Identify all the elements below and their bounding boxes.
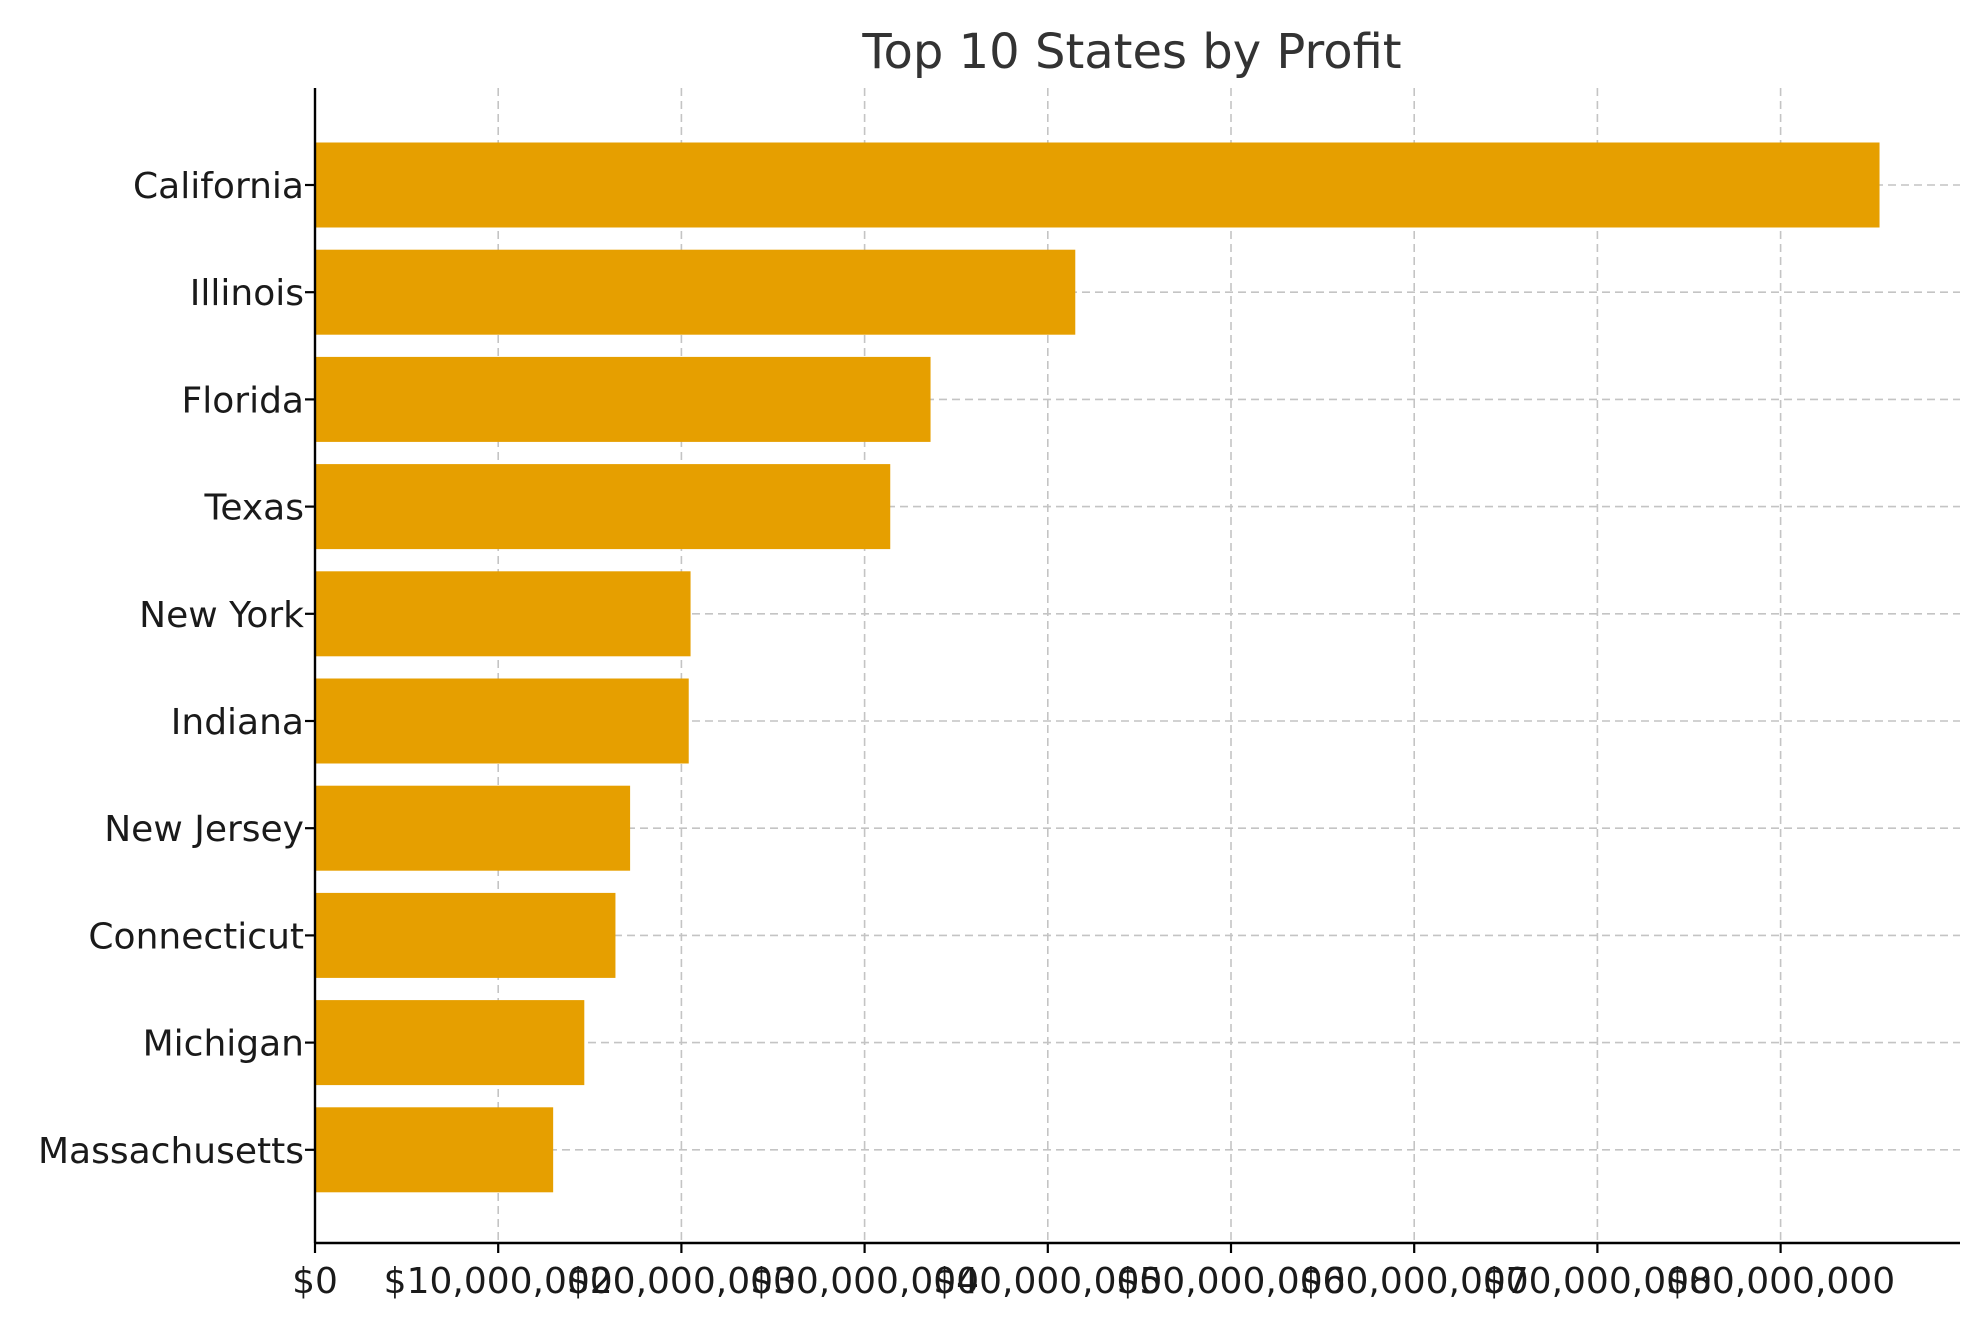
x-tick-label: $70,000,000 (1483, 1261, 1712, 1302)
x-tick-label: $20,000,000 (567, 1261, 796, 1302)
y-tick-label: Massachusetts (38, 1131, 304, 1172)
bar-massachusetts (315, 1107, 554, 1193)
chart-title: Top 10 States by Profit (861, 24, 1401, 80)
bar-texas (315, 464, 891, 550)
y-tick-label: Michigan (143, 1024, 304, 1065)
y-tick-label: Texas (203, 488, 304, 529)
x-tick-label: $50,000,000 (1116, 1261, 1345, 1302)
x-tick-label: $40,000,000 (933, 1261, 1162, 1302)
y-tick-label: Connecticut (88, 916, 304, 957)
axis-layer (313, 88, 1960, 1245)
bar-indiana (315, 678, 689, 764)
bar-connecticut (315, 892, 616, 978)
y-tick-label: Illinois (190, 273, 304, 314)
bar-illinois (315, 249, 1076, 335)
y-tick-label: New Jersey (104, 809, 304, 850)
bar-new-jersey (315, 785, 631, 871)
y-tick-label: New York (139, 595, 304, 636)
bar-california (315, 142, 1880, 228)
y-tick-label: Florida (182, 380, 304, 421)
bar-new-york (315, 571, 691, 657)
y-tick-label: Indiana (171, 702, 304, 743)
bar-michigan (315, 1000, 585, 1086)
bar-layer (315, 142, 1880, 1193)
x-tick-label: $0 (292, 1261, 338, 1302)
x-tick-label: $10,000,000 (384, 1261, 613, 1302)
x-tick-label: $60,000,000 (1300, 1261, 1529, 1302)
x-tick-label: $30,000,000 (750, 1261, 979, 1302)
bar-florida (315, 356, 931, 442)
tick-layer: $0 $10,000,000$20,000,000$30,000,000$40,0… (38, 166, 1895, 1302)
y-tick-label: California (133, 166, 304, 207)
x-tick-label: $80,000,000 (1666, 1261, 1895, 1302)
